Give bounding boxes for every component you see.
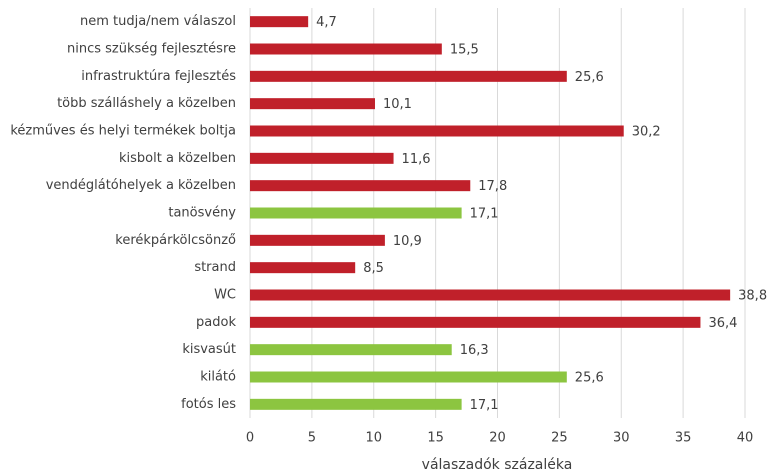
bar: [250, 344, 452, 356]
bar: [250, 43, 442, 55]
x-tick-label: 5: [308, 431, 316, 446]
bar: [250, 234, 385, 246]
value-label: 30,2: [632, 125, 661, 140]
bar: [250, 152, 394, 164]
x-tick-label: 35: [675, 431, 692, 446]
y-tick-label: több szálláshely a közelben: [57, 96, 236, 111]
y-tick-label: kerékpárkölcsönző: [115, 233, 236, 248]
bar: [250, 180, 471, 192]
value-label: 25,6: [575, 70, 604, 85]
x-tick-label: 0: [246, 431, 254, 446]
value-label: 25,6: [575, 371, 604, 386]
y-tick-label: strand: [194, 260, 236, 275]
value-label: 15,5: [450, 43, 479, 58]
y-tick-label: vendéglátóhelyek a közelben: [46, 178, 236, 193]
bar: [250, 125, 624, 137]
y-tick-label: padok: [196, 315, 236, 330]
bar: [250, 398, 462, 410]
value-label: 10,1: [383, 97, 412, 112]
bar: [250, 16, 309, 28]
y-tick-label: fotós les: [181, 397, 236, 412]
y-tick-label: tanösvény: [168, 206, 236, 221]
x-tick-label: 10: [365, 431, 382, 446]
value-label: 8,5: [363, 261, 384, 276]
y-tick-label: nincs szükség fejlesztésre: [67, 42, 236, 57]
y-tick-label: nem tudja/nem válaszol: [80, 14, 236, 29]
y-tick-label: WC: [214, 288, 236, 303]
x-tick-label: 40: [737, 431, 754, 446]
bar: [250, 371, 567, 383]
x-tick-label: 15: [427, 431, 444, 446]
value-label: 17,1: [470, 207, 499, 222]
value-label: 11,6: [402, 152, 431, 167]
bar: [250, 98, 375, 110]
y-tick-label: kisbolt a közelben: [119, 151, 236, 166]
bar: [250, 207, 462, 219]
bar: [250, 262, 356, 274]
y-tick-label: kisvasút: [182, 342, 236, 357]
value-label: 17,8: [478, 179, 507, 194]
bar: [250, 316, 701, 328]
value-label: 38,8: [738, 289, 767, 304]
x-tick-label: 20: [489, 431, 506, 446]
x-tick-label: 30: [613, 431, 630, 446]
value-label: 16,3: [460, 343, 489, 358]
bar: [250, 70, 567, 82]
value-label: 10,9: [393, 234, 422, 249]
value-label: 4,7: [316, 15, 337, 30]
value-label: 36,4: [708, 316, 737, 331]
x-tick-label: 25: [551, 431, 568, 446]
y-tick-label: kilátó: [200, 370, 236, 385]
y-tick-label: kézműves és helyi termékek boltja: [10, 124, 236, 139]
bar: [250, 289, 731, 301]
value-label: 17,1: [470, 398, 499, 413]
x-axis-label: válaszadók százaléka: [422, 457, 573, 473]
y-tick-label: infrastruktúra fejlesztés: [81, 69, 236, 84]
